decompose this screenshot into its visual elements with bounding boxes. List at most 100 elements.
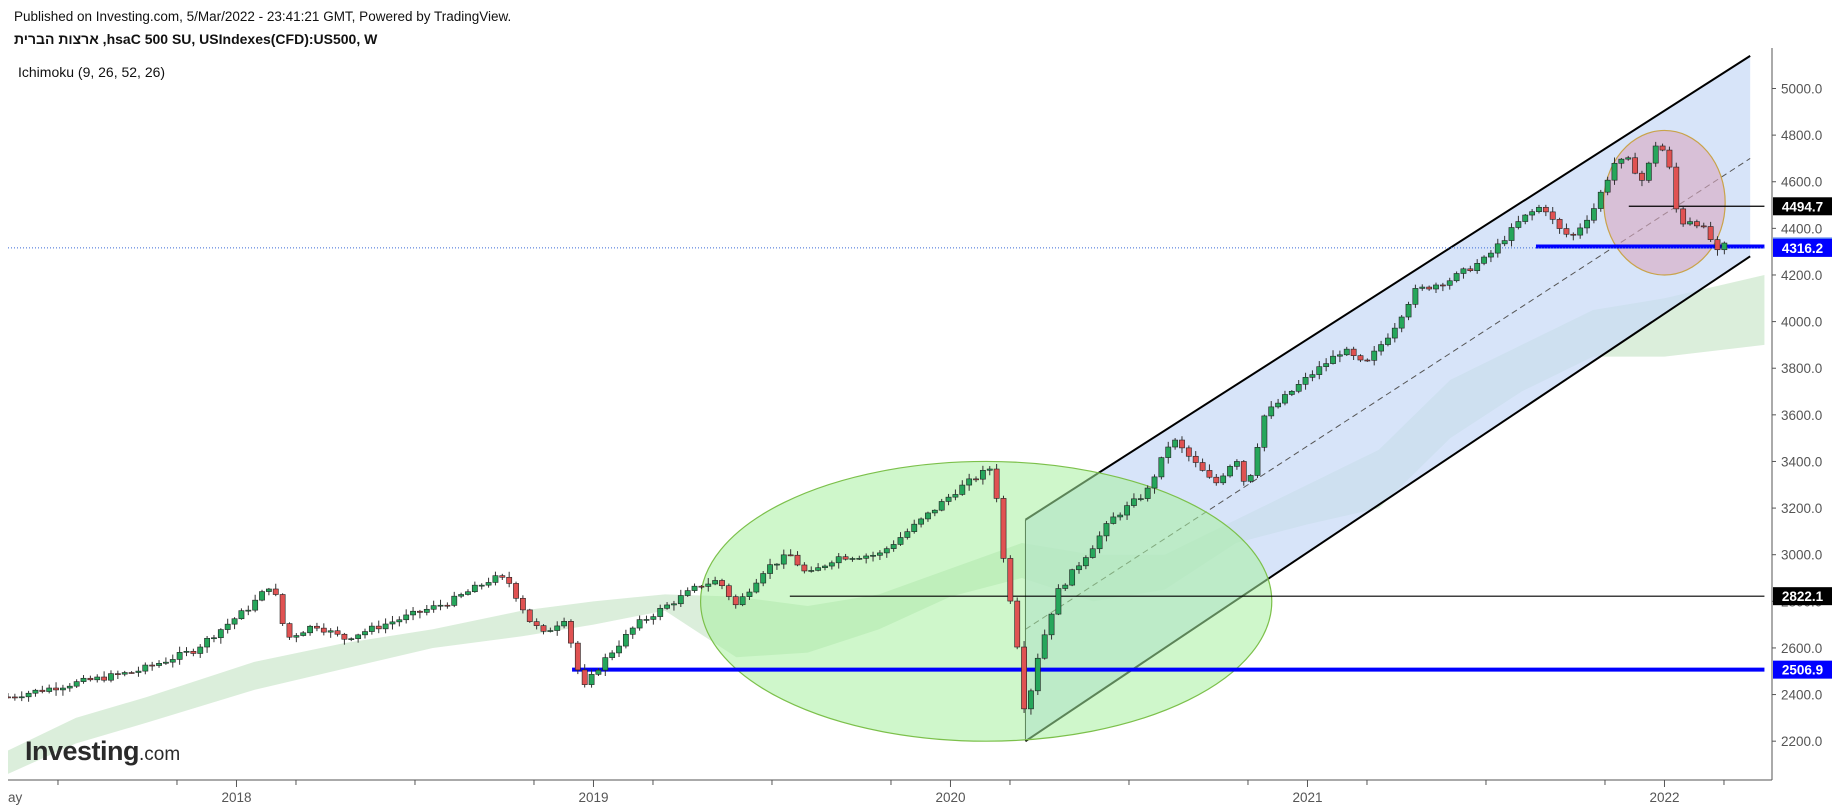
candle-body xyxy=(1357,355,1364,361)
candle xyxy=(465,589,471,596)
candle xyxy=(1371,346,1378,366)
candle xyxy=(1522,213,1529,225)
candle-body xyxy=(458,594,465,597)
candle-body xyxy=(1467,268,1474,271)
candle xyxy=(1124,501,1130,520)
candle xyxy=(121,670,128,677)
candle xyxy=(60,684,66,696)
candle-body xyxy=(39,689,46,692)
candle-body xyxy=(801,564,808,572)
highlight-circle xyxy=(1603,129,1726,276)
candle xyxy=(993,463,1000,503)
candle xyxy=(595,668,602,676)
candle xyxy=(403,609,410,624)
candle xyxy=(211,634,217,643)
candle xyxy=(197,644,204,658)
candle xyxy=(897,532,904,546)
candle-body xyxy=(986,468,993,471)
candle-body xyxy=(156,663,162,666)
candle-body xyxy=(437,604,444,607)
candle-body xyxy=(1082,557,1089,567)
candle xyxy=(808,566,815,573)
candle-body xyxy=(1522,214,1529,222)
candle xyxy=(1021,641,1027,713)
candle-body xyxy=(32,689,39,694)
candle-body xyxy=(732,596,739,606)
investing-logo: Investing.com xyxy=(25,736,181,766)
candle-body xyxy=(828,562,835,567)
candle xyxy=(794,551,801,567)
indicator-label[interactable]: Ichimoku (9, 26, 52, 26) xyxy=(18,64,166,80)
candle xyxy=(1131,493,1137,508)
candle xyxy=(314,622,320,632)
candle-body xyxy=(815,567,822,571)
candle-body xyxy=(204,637,210,648)
candle xyxy=(1062,583,1069,591)
candle xyxy=(1419,284,1426,291)
candle-body xyxy=(231,618,238,625)
candle xyxy=(1034,653,1041,696)
candle-body xyxy=(224,623,231,630)
candle-body xyxy=(1494,243,1501,254)
candle xyxy=(307,624,313,636)
candle-body xyxy=(1220,475,1227,484)
candle-body xyxy=(1227,466,1233,477)
candle xyxy=(1137,494,1144,502)
candle-body xyxy=(1055,588,1062,615)
candle xyxy=(1721,241,1728,255)
candle xyxy=(1268,401,1275,419)
candle xyxy=(1549,206,1556,225)
candle-body xyxy=(1439,284,1446,287)
x-tick-label: 2018 xyxy=(221,790,251,805)
candle-body xyxy=(18,696,25,699)
candle-body xyxy=(725,585,732,597)
candle xyxy=(334,626,341,637)
candle xyxy=(1055,584,1062,616)
candle xyxy=(506,571,513,588)
candle-body xyxy=(547,630,554,632)
candle xyxy=(828,560,835,570)
candle-body xyxy=(533,621,540,626)
candle-body xyxy=(265,588,272,592)
candle-body xyxy=(842,556,849,560)
candle xyxy=(1336,350,1343,363)
candle xyxy=(231,617,238,630)
candle xyxy=(1378,340,1384,356)
candle-body xyxy=(1536,206,1542,213)
candle-body xyxy=(1240,461,1247,482)
candle-body xyxy=(1179,439,1185,449)
candle xyxy=(513,581,519,602)
candle-body xyxy=(259,591,265,601)
candle-body xyxy=(513,583,519,599)
candle xyxy=(1350,346,1357,360)
candle-body xyxy=(629,627,636,635)
candle-body xyxy=(1645,162,1652,181)
candle-body xyxy=(176,652,183,660)
candle xyxy=(1652,141,1659,167)
y-tick-label: 5000.0 xyxy=(1781,82,1822,97)
candle-body xyxy=(1000,498,1007,559)
candle xyxy=(1645,161,1652,183)
candle-body xyxy=(1206,470,1213,478)
candle xyxy=(1680,206,1687,227)
candle-body xyxy=(53,687,59,691)
candle xyxy=(286,622,293,640)
candle xyxy=(1405,301,1412,321)
candle xyxy=(114,670,121,679)
candle-body xyxy=(1563,228,1570,235)
candle xyxy=(712,576,719,586)
candle-body xyxy=(1350,348,1357,356)
candle-body xyxy=(1391,327,1398,339)
candle-body xyxy=(1261,415,1268,448)
candle xyxy=(1508,223,1515,247)
candle-body xyxy=(211,637,217,640)
candle-body xyxy=(904,531,911,538)
candle-body xyxy=(149,664,156,667)
horizontal-lines-layer xyxy=(8,205,1765,672)
candle-body xyxy=(293,635,300,638)
candle-body xyxy=(121,672,128,675)
candle-body xyxy=(588,674,595,685)
candle-body xyxy=(1158,457,1165,478)
candle xyxy=(1426,285,1433,291)
